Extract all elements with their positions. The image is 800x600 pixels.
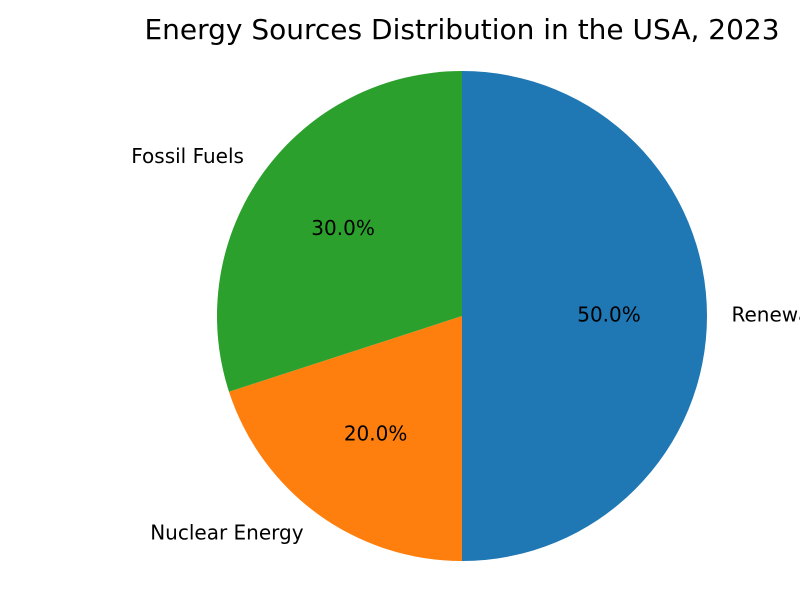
slice-label-fossil-fuels: Fossil Fuels [131, 144, 244, 168]
slice-percent-nuclear-energy: 20.0% [344, 421, 408, 445]
pie-slice-fossil-fuels [216, 71, 462, 392]
pie-slice-nuclear-energy [228, 316, 462, 561]
slice-label-renewable-energy: Renewable Energy [732, 303, 800, 327]
pie-slice-renewable-energy [462, 71, 707, 561]
chart-title: Energy Sources Distribution in the USA, … [144, 13, 779, 46]
slice-percent-fossil-fuels: 30.0% [311, 216, 375, 240]
pie-slices [216, 71, 707, 561]
slice-label-nuclear-energy: Nuclear Energy [150, 521, 304, 545]
slice-percent-renewable-energy: 50.0% [577, 303, 641, 327]
pie-labels: Renewable Energy 50.0% Nuclear Energy 20.0%… [131, 144, 800, 544]
